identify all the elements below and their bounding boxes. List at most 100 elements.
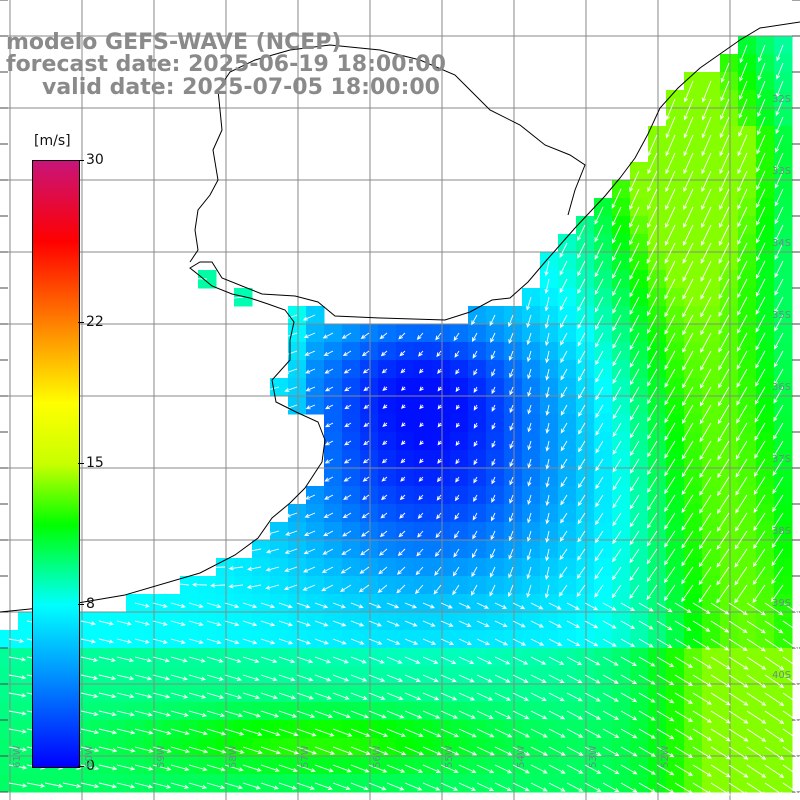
- wind-arrow: [665, 98, 676, 121]
- wind-arrow: [80, 728, 100, 735]
- wind-arrow: [728, 674, 749, 688]
- wind-arrow: [717, 458, 730, 479]
- wind-arrow: [368, 620, 383, 627]
- wind-arrow: [776, 62, 784, 80]
- wind-arrow: [681, 404, 694, 424]
- wind-arrow: [440, 764, 459, 774]
- wind-arrow: [746, 638, 766, 652]
- wind-arrow: [647, 440, 658, 458]
- wind-arrow: [224, 674, 242, 681]
- wind-arrow: [544, 260, 550, 277]
- wind-arrow: [716, 530, 730, 550]
- wind-arrow: [665, 206, 676, 229]
- wind-arrow: [508, 332, 514, 344]
- wind-arrow: [735, 494, 748, 514]
- wind-arrow: [323, 530, 334, 537]
- wind-arrow: [399, 512, 406, 519]
- wind-arrow: [98, 710, 117, 717]
- wind-arrow: [664, 494, 676, 512]
- wind-arrow: [324, 440, 334, 446]
- wind-arrow: [416, 548, 424, 557]
- wind-arrow: [419, 422, 424, 428]
- wind-arrow: [602, 692, 619, 702]
- wind-arrow: [728, 764, 749, 778]
- wind-arrow: [526, 314, 532, 329]
- wind-speed-cell: [270, 378, 289, 397]
- wind-arrow: [656, 692, 675, 704]
- latitude-label: 38S: [772, 526, 792, 537]
- wind-arrow: [440, 782, 459, 791]
- wind-arrow: [440, 692, 458, 701]
- wind-arrow: [170, 656, 188, 663]
- wind-arrow: [242, 602, 258, 609]
- wind-arrow: [560, 440, 568, 452]
- wind-speed-cell: [342, 468, 361, 487]
- wind-arrow: [386, 764, 406, 773]
- wind-arrow: [324, 422, 334, 428]
- wind-arrow: [692, 638, 711, 650]
- wind-arrow: [332, 638, 347, 645]
- wind-arrow: [700, 242, 712, 264]
- wind-arrow: [473, 458, 478, 466]
- wind-arrow: [746, 602, 766, 616]
- wind-arrow: [701, 170, 712, 193]
- wind-arrow: [638, 638, 654, 648]
- wind-arrow: [664, 278, 676, 300]
- longitude-label: 58W: [228, 745, 239, 768]
- wind-arrow: [170, 674, 189, 681]
- wind-arrow: [382, 440, 388, 446]
- wind-arrow: [773, 404, 784, 422]
- wind-arrow: [422, 746, 442, 756]
- wind-arrow: [224, 782, 243, 790]
- wind-arrow: [701, 80, 712, 103]
- wind-arrow: [363, 440, 370, 446]
- wind-arrow: [584, 656, 601, 666]
- wind-arrow: [674, 620, 692, 631]
- wind-arrow: [491, 386, 496, 395]
- wind-speed-cell: [324, 378, 343, 397]
- wind-arrow: [476, 746, 495, 756]
- wind-arrow: [476, 764, 495, 774]
- wind-arrow: [386, 620, 400, 627]
- wind-arrow: [595, 314, 604, 331]
- wind-arrow: [507, 314, 514, 328]
- wind-arrow: [350, 602, 364, 609]
- wind-arrow: [647, 494, 658, 511]
- wind-arrow: [417, 530, 424, 538]
- wind-arrow: [584, 746, 602, 756]
- wind-arrow: [170, 746, 191, 754]
- wind-arrow: [188, 656, 206, 663]
- wind-arrow: [260, 656, 278, 664]
- wind-arrow: [774, 242, 784, 260]
- wind-arrow: [455, 458, 460, 465]
- wind-arrow: [361, 350, 370, 357]
- wind-arrow: [701, 134, 712, 157]
- wind-arrow: [682, 242, 694, 264]
- wind-arrow: [8, 746, 28, 752]
- latitude-label: 32S: [772, 94, 792, 105]
- wind-speed-cell: [270, 576, 289, 595]
- wind-arrow: [98, 674, 117, 681]
- wind-arrow: [674, 656, 694, 668]
- wind-arrow: [509, 476, 514, 486]
- wind-arrow: [527, 386, 532, 397]
- wind-arrow: [494, 602, 508, 609]
- wind-arrow: [700, 260, 712, 282]
- wind-arrow: [620, 602, 636, 612]
- wind-arrow: [296, 764, 316, 773]
- wind-arrow: [611, 224, 622, 244]
- wind-arrow: [717, 440, 730, 461]
- wind-arrow: [359, 566, 370, 574]
- wind-arrow: [362, 476, 370, 482]
- wind-arrow: [509, 494, 514, 504]
- wind-arrow: [242, 782, 261, 790]
- wind-arrow: [489, 566, 496, 578]
- wind-arrow: [188, 710, 208, 717]
- wind-arrow: [134, 602, 150, 608]
- wind-arrow: [278, 602, 293, 609]
- wind-arrow: [753, 530, 766, 550]
- wind-arrow: [629, 476, 640, 492]
- wind-arrow: [718, 296, 730, 317]
- wind-arrow: [773, 386, 784, 404]
- wind-arrow: [612, 386, 622, 402]
